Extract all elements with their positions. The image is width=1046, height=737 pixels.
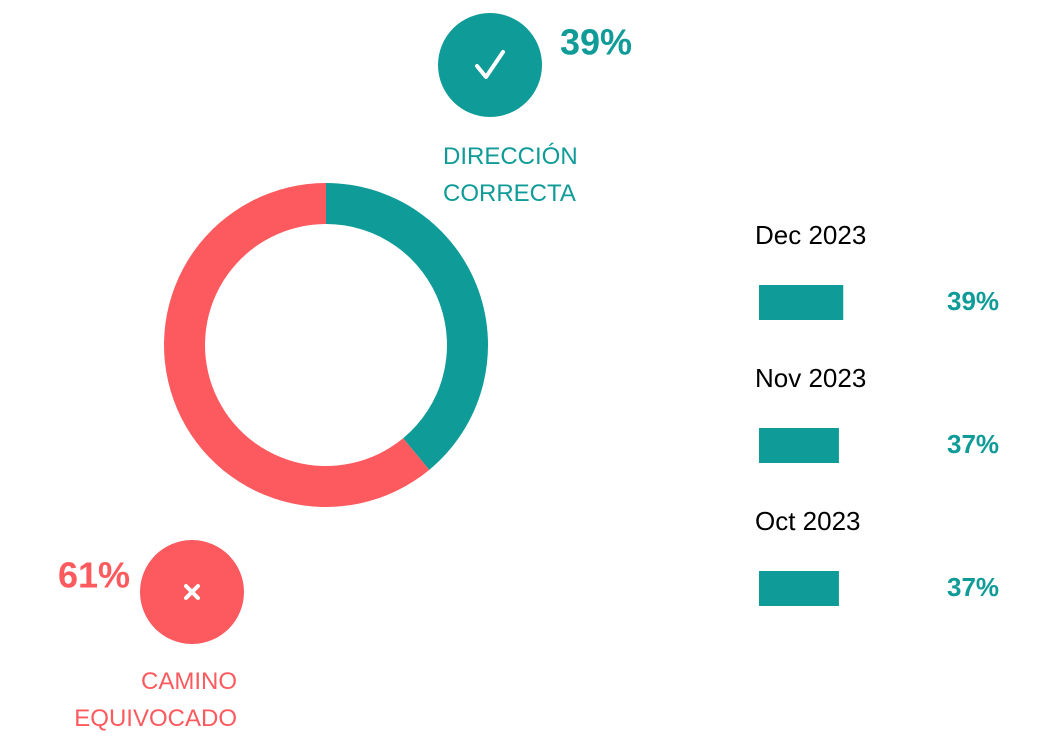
bar	[759, 571, 839, 606]
bar	[759, 428, 839, 463]
category-label: Oct 2023	[755, 506, 861, 536]
value-label: 39%	[560, 22, 632, 63]
bar	[759, 285, 844, 320]
value-label: 61%	[58, 555, 130, 596]
cross-mark	[184, 584, 200, 600]
value-label: 37%	[947, 429, 999, 459]
pie-category-label: DIRECCIÓN CORRECTA	[443, 143, 578, 207]
donut-segment	[164, 183, 430, 507]
donut-segment	[326, 183, 489, 470]
value-label: 37%	[947, 572, 999, 602]
category-label: Dec 2023	[755, 220, 866, 250]
value-label: 39%	[947, 286, 999, 316]
pie-category-label: CAMINO EQUIVOCADO	[74, 668, 237, 732]
check-mark	[475, 50, 505, 79]
category-label: Nov 2023	[755, 363, 866, 393]
correct-icon	[438, 13, 542, 117]
